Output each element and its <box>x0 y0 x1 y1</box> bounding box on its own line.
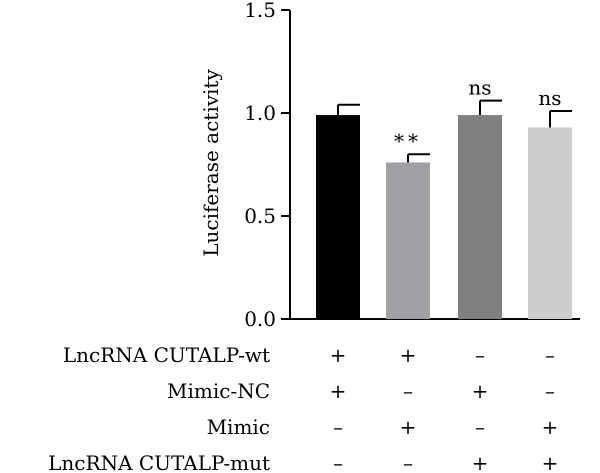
y-tick-label: 0.5 <box>244 204 276 228</box>
condition-sign: – <box>545 379 555 403</box>
condition-label: LncRNA CUTALP-wt <box>63 343 270 367</box>
condition-sign: + <box>472 451 489 473</box>
condition-sign: – <box>333 451 343 473</box>
condition-sign: + <box>330 379 347 403</box>
condition-sign: + <box>542 415 559 439</box>
significance-label: ns <box>538 86 561 110</box>
condition-sign: + <box>542 451 559 473</box>
condition-label: LncRNA CUTALP-mut <box>48 451 270 473</box>
condition-sign: + <box>400 343 417 367</box>
bar <box>316 115 360 319</box>
y-ticks: 0.0 0.5 1.0 1.5 <box>244 0 290 331</box>
condition-table: LncRNA CUTALP-wt + + – – Mimic-NC + – + – Mimic – + –… <box>48 343 558 473</box>
bar <box>528 127 572 319</box>
y-axis-title: Luciferase activity <box>199 69 223 257</box>
condition-label: Mimic-NC <box>167 379 270 403</box>
bar <box>458 115 502 319</box>
condition-sign: – <box>545 343 555 367</box>
significance-label: ** <box>394 129 422 153</box>
condition-sign: – <box>403 451 413 473</box>
condition-sign: – <box>475 415 485 439</box>
condition-sign: – <box>403 379 413 403</box>
condition-sign: + <box>472 379 489 403</box>
condition-sign: – <box>475 343 485 367</box>
bars: ** ns ns <box>316 76 572 319</box>
y-tick-label: 1.5 <box>244 0 276 22</box>
condition-label: Mimic <box>207 415 270 439</box>
condition-sign: + <box>330 343 347 367</box>
y-tick-label: 0.0 <box>244 307 276 331</box>
bar <box>386 162 430 319</box>
condition-sign: – <box>333 415 343 439</box>
condition-sign: + <box>400 415 417 439</box>
significance-label: ns <box>468 76 491 100</box>
y-tick-label: 1.0 <box>244 101 276 125</box>
